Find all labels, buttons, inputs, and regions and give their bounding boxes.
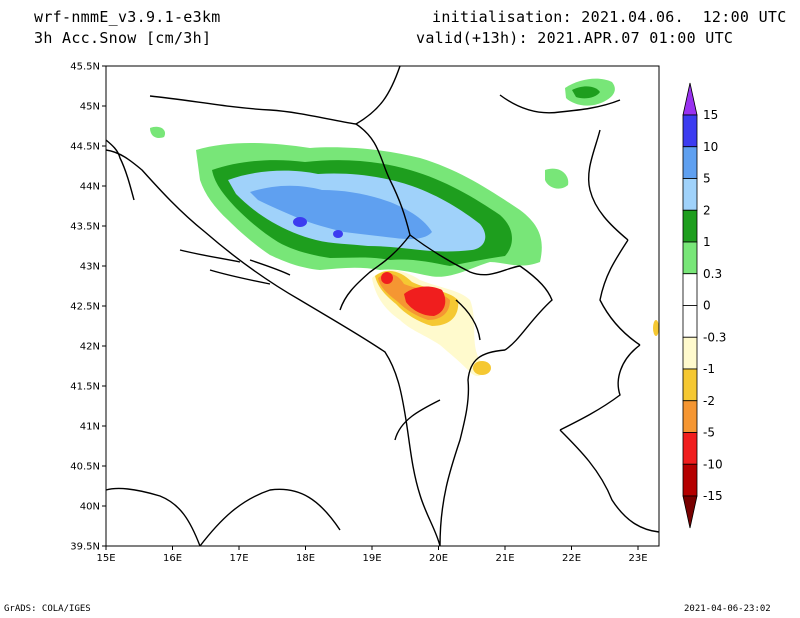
border-7 — [455, 299, 481, 341]
lat-tick-label: 40N — [80, 502, 100, 513]
colorbar-box — [682, 114, 698, 148]
plot-frame — [105, 65, 660, 547]
border-13 — [394, 399, 441, 441]
snow-region-0.3-small2 — [150, 126, 166, 138]
lon-tick-label: 18E — [296, 553, 315, 564]
lat-tick-label: 42.5N — [70, 302, 100, 313]
colorbar: 15 10 5 2 1 0.3 0 -0.3 -1 -2 -5 -10 -15 — [682, 82, 726, 529]
lat-tick-label: 44.5N — [70, 142, 100, 153]
snow-field — [150, 78, 659, 377]
lon-tick-label: 23E — [628, 553, 647, 564]
island-3 — [249, 259, 291, 276]
border-3 — [409, 234, 521, 276]
lat-tick-label: 43N — [80, 262, 100, 273]
border-11 — [559, 429, 660, 533]
border-8 — [588, 129, 629, 241]
colorbar-label: -2 — [703, 394, 715, 408]
lat-tick-label: 41.5N — [70, 382, 100, 393]
colorbar-bottom-arrow — [682, 495, 698, 529]
lat-tick-label: 40.5N — [70, 462, 100, 473]
colorbar-label: 0 — [703, 299, 711, 313]
lat-tick-label: 44N — [80, 182, 100, 193]
border-5 — [439, 349, 506, 547]
snow-region-0.3-small — [545, 168, 569, 189]
lat-tick-label: 43.5N — [70, 222, 100, 233]
footer-right: 2021-04-06-23:02 — [684, 604, 771, 614]
footer-left: GrADS: COLA/IGES — [4, 604, 91, 614]
colorbar-label: 15 — [703, 108, 718, 122]
lon-tick-label: 17E — [229, 553, 248, 564]
lat-tick-label: 45.5N — [70, 62, 100, 73]
colorbar-box — [682, 400, 698, 433]
snow-region-5 — [250, 185, 432, 240]
istria-coast — [105, 139, 135, 201]
init-time: initialisation: 2021.04.06. 12:00 UTC — [432, 8, 787, 26]
coastline — [105, 149, 441, 547]
lon-tick-label: 15E — [96, 553, 115, 564]
lat-axis: 45.5N 45N 44.5N 44N 43.5N 43N 42.5N 42N 41.5N 41N… — [70, 62, 106, 553]
lon-axis: 15E 16E 17E 18E 19E 20E 21E 22E 23E — [96, 546, 648, 564]
field-title: 3h Acc.Snow [cm/3h] — [34, 29, 212, 47]
lat-tick-label: 41N — [80, 422, 100, 433]
island-1 — [179, 249, 241, 263]
colorbar-label: -1 — [703, 362, 715, 376]
colorbar-label: -0.3 — [703, 330, 726, 344]
colorbar-label: -10 — [703, 457, 723, 471]
valid-time: valid(+13h): 2021.APR.07 01:00 UTC — [416, 29, 734, 47]
border-2 — [355, 123, 411, 236]
melt-region-red-w — [381, 272, 393, 284]
colorbar-top-arrow — [682, 82, 698, 116]
colorbar-box — [682, 273, 698, 306]
snow-region-1-ne — [572, 86, 600, 99]
border-12 — [499, 94, 621, 114]
colorbar-label: -5 — [703, 426, 715, 440]
colorbar-label: 10 — [703, 140, 718, 154]
colorbar-box — [682, 368, 698, 402]
snow-region-10-a — [293, 217, 307, 227]
melt-region-yellow-s — [473, 361, 491, 375]
border-9 — [599, 239, 641, 346]
colorbar-box — [682, 178, 698, 211]
lon-tick-label: 22E — [562, 553, 581, 564]
borders — [105, 65, 660, 547]
colorbar-label: 5 — [703, 172, 711, 186]
colorbar-box — [682, 209, 698, 243]
colorbar-label: 0.3 — [703, 267, 722, 281]
lat-tick-label: 42N — [80, 342, 100, 353]
lat-tick-label: 45N — [80, 102, 100, 113]
border-1 — [149, 65, 401, 125]
snow-region-10-b — [333, 230, 343, 238]
lon-tick-label: 16E — [163, 553, 182, 564]
melt-region-orange-e — [653, 320, 659, 336]
colorbar-box — [682, 432, 698, 465]
colorbar-box — [682, 336, 698, 370]
border-4 — [504, 265, 553, 351]
colorbar-box — [682, 241, 698, 275]
colorbar-label: 1 — [703, 235, 711, 249]
colorbar-box — [682, 305, 698, 338]
lat-tick-label: 39.5N — [70, 542, 100, 553]
lon-tick-label: 20E — [429, 553, 448, 564]
lon-tick-label: 19E — [362, 553, 381, 564]
border-6 — [339, 234, 411, 311]
model-title: wrf-nmmE_v3.9.1-e3km — [34, 8, 221, 26]
colorbar-label: 2 — [703, 203, 711, 217]
island-2 — [209, 269, 271, 285]
colorbar-box — [682, 463, 698, 497]
italy-heel — [199, 488, 341, 547]
melt-region-red — [404, 286, 446, 316]
italy-coast — [105, 487, 201, 547]
colorbar-label: -15 — [703, 489, 723, 503]
border-10 — [559, 344, 641, 431]
colorbar-box — [682, 146, 698, 179]
lon-tick-label: 21E — [495, 553, 514, 564]
